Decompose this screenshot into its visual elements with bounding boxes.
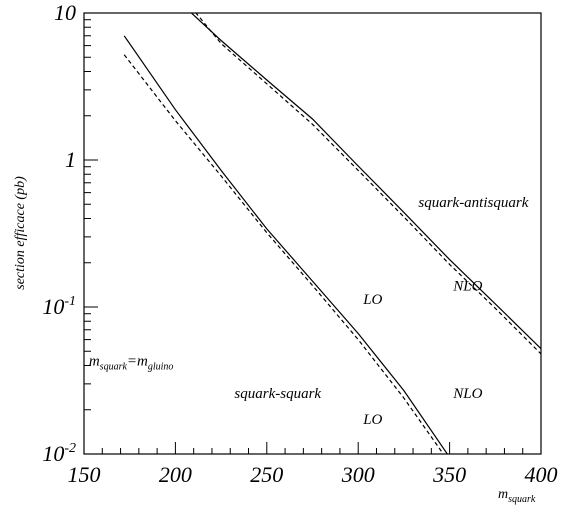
annotations: squark-antisquark NLO LO squark-squark NLO LO [234, 195, 528, 428]
label-lo-upper: LO [362, 292, 382, 308]
series-line-squark-antisquark-nlo [190, 13, 541, 350]
x-tick-label: 400 [525, 462, 558, 487]
label-nlo-lower: NLO [452, 386, 482, 402]
x-tick-label: 150 [68, 462, 101, 487]
y-tick-label: 10-1 [42, 294, 76, 319]
y-tick-label: 10 [54, 0, 76, 25]
label-nlo-upper: NLO [452, 278, 482, 294]
x-tick-label: 200 [159, 462, 192, 487]
tick-labels: 150 200 250 300 350 400 10 1 10-1 10-2 [42, 0, 557, 487]
axis-ticks [83, 12, 542, 455]
x-tick-label: 300 [341, 462, 375, 487]
mass-condition-label: msquark=mgluino [89, 353, 174, 372]
series-line-squark-antisquark-lo [195, 13, 541, 355]
series-line-squark-squark-lo [123, 54, 445, 454]
x-tick-label: 250 [250, 462, 283, 487]
y-axis-title: section efficace (pb) [13, 176, 28, 290]
x-tick-label: 350 [432, 462, 466, 487]
y-tick-label: 1 [65, 147, 76, 172]
y-tick-label: 10-2 [42, 441, 76, 466]
series-layer [123, 13, 541, 454]
plot-frame [83, 12, 542, 455]
x-axis-title: msquark [498, 487, 536, 505]
series-line-squark-squark-nlo [123, 35, 449, 454]
label-squark-antisquark: squark-antisquark [418, 195, 528, 211]
label-lo-lower: LO [362, 412, 382, 428]
label-squark-squark: squark-squark [234, 386, 321, 402]
